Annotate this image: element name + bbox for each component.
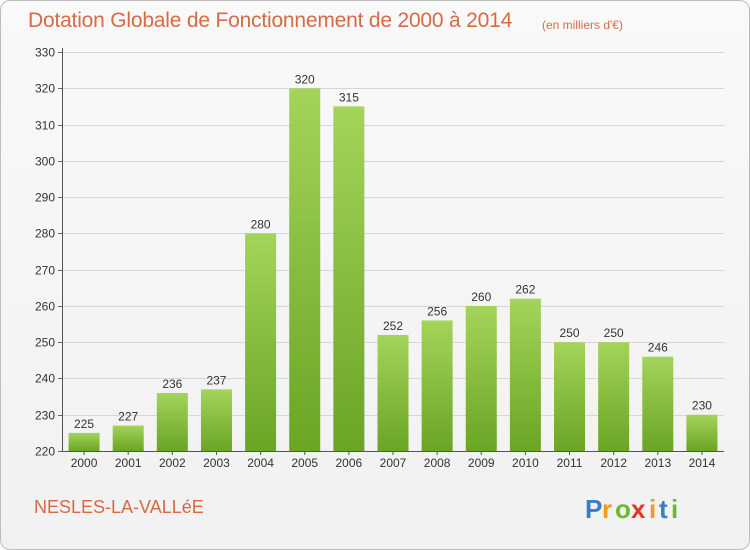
y-tick-label: 260 <box>35 300 55 314</box>
y-tick-label: 220 <box>35 445 55 459</box>
x-tick-label: 2014 <box>689 456 716 470</box>
value-label: 262 <box>515 283 535 297</box>
value-label: 237 <box>206 373 226 387</box>
y-tick-label: 330 <box>35 46 55 60</box>
value-label: 236 <box>162 377 182 391</box>
value-label: 246 <box>648 341 668 355</box>
value-label: 252 <box>383 319 403 333</box>
logo-letter: i <box>671 494 678 524</box>
chart-subtitle: (en milliers d'€) <box>542 18 623 32</box>
value-label: 227 <box>118 410 138 424</box>
axes: 220 230 240 250 260 270 280 290 300 310 320 330 2000… <box>35 46 724 470</box>
x-tick-label: 2008 <box>424 456 451 470</box>
chart-title: Dotation Globale de Fonctionnement de 20… <box>28 9 513 32</box>
value-label: 260 <box>471 290 491 304</box>
logo-letter: x <box>631 494 646 524</box>
x-tick-label: 2012 <box>600 456 627 470</box>
logo-letter: r <box>602 494 612 524</box>
bar-2004[interactable] <box>245 233 277 451</box>
bar-2014[interactable] <box>686 414 718 451</box>
bar-2011[interactable] <box>554 342 586 451</box>
bar-2013[interactable] <box>642 356 674 451</box>
x-tick-label: 2000 <box>71 456 98 470</box>
logo-letter: P <box>585 494 602 524</box>
value-label: 320 <box>295 72 315 86</box>
logo-letter: o <box>615 494 631 524</box>
value-label: 315 <box>339 90 359 104</box>
y-tick-label: 240 <box>35 372 55 386</box>
y-tick-label: 310 <box>35 119 55 133</box>
bars <box>68 88 718 451</box>
bar-2006[interactable] <box>333 106 365 451</box>
value-label: 250 <box>604 326 624 340</box>
y-tick-label: 280 <box>35 227 55 241</box>
bar-2001[interactable] <box>112 425 144 451</box>
x-tick-label: 2005 <box>291 456 318 470</box>
bar-2005[interactable] <box>289 88 321 451</box>
y-tick-label: 270 <box>35 264 55 278</box>
value-label: 256 <box>427 304 447 318</box>
bar-2003[interactable] <box>200 389 232 451</box>
y-tick-label: 250 <box>35 336 55 350</box>
x-tick-label: 2007 <box>380 456 407 470</box>
x-tick-label: 2004 <box>247 456 274 470</box>
x-tick-label: 2001 <box>115 456 142 470</box>
value-label: 280 <box>251 217 271 231</box>
bar-2000[interactable] <box>68 432 100 451</box>
commune-name: NESLES-LA-VALLéE <box>34 497 204 517</box>
bar-2009[interactable] <box>465 305 497 451</box>
value-label: 225 <box>74 417 94 431</box>
y-tick-label: 320 <box>35 82 55 96</box>
bar-2008[interactable] <box>421 320 453 451</box>
x-tick-label: 2003 <box>203 456 230 470</box>
y-tick-label: 230 <box>35 409 55 423</box>
logo-letter: i <box>649 494 656 524</box>
bar-2002[interactable] <box>156 392 188 451</box>
bar-2010[interactable] <box>509 298 541 451</box>
x-tick-label: 2002 <box>159 456 186 470</box>
y-tick-label: 290 <box>35 191 55 205</box>
value-label: 250 <box>560 326 580 340</box>
x-tick-label: 2013 <box>644 456 671 470</box>
value-label: 230 <box>692 399 712 413</box>
logo-letter: t <box>659 494 668 524</box>
bar-2012[interactable] <box>598 342 630 451</box>
x-tick-label: 2011 <box>557 456 583 470</box>
x-tick-label: 2010 <box>512 456 539 470</box>
value-labels: 225 227 236 237 280 320 315 252 256 260 262 250 250 2… <box>74 72 712 431</box>
bar-2007[interactable] <box>377 334 409 451</box>
y-tick-label: 300 <box>35 155 55 169</box>
x-tick-label: 2009 <box>468 456 495 470</box>
x-tick-label: 2006 <box>336 456 363 470</box>
